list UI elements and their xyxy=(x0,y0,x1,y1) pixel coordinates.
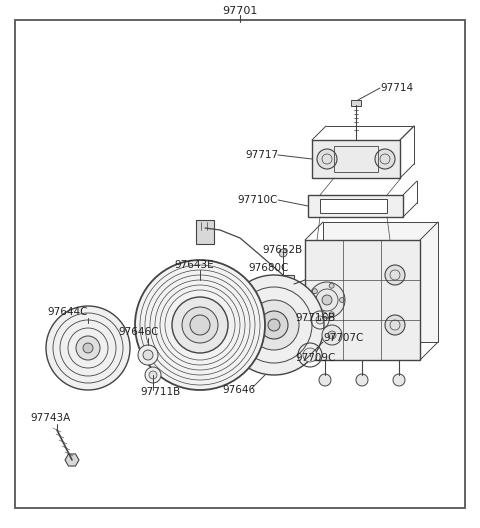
Circle shape xyxy=(385,265,405,285)
Circle shape xyxy=(224,275,324,375)
Circle shape xyxy=(309,282,345,318)
Text: 97707C: 97707C xyxy=(323,333,363,343)
Polygon shape xyxy=(65,454,79,466)
Text: 97701: 97701 xyxy=(222,6,258,16)
Text: 97714: 97714 xyxy=(380,83,413,93)
Bar xyxy=(351,100,361,106)
Circle shape xyxy=(268,319,280,331)
Circle shape xyxy=(172,297,228,353)
Circle shape xyxy=(135,260,265,390)
Circle shape xyxy=(249,300,299,350)
Circle shape xyxy=(356,374,368,386)
Circle shape xyxy=(329,283,334,288)
Circle shape xyxy=(316,316,324,324)
Text: 97652B: 97652B xyxy=(262,245,302,255)
Text: 97680C: 97680C xyxy=(248,263,288,273)
Bar xyxy=(196,220,214,244)
Circle shape xyxy=(149,371,157,379)
Circle shape xyxy=(190,315,210,335)
Circle shape xyxy=(385,315,405,335)
Circle shape xyxy=(328,331,336,339)
Circle shape xyxy=(319,374,331,386)
Circle shape xyxy=(317,149,337,169)
Circle shape xyxy=(274,279,284,289)
Text: 97710C: 97710C xyxy=(238,195,278,205)
Circle shape xyxy=(260,311,288,339)
Bar xyxy=(272,275,294,293)
Circle shape xyxy=(46,306,130,390)
Circle shape xyxy=(375,149,395,169)
Bar xyxy=(323,222,438,342)
Text: 97711B: 97711B xyxy=(140,387,180,397)
Circle shape xyxy=(322,325,342,345)
Text: 97743A: 97743A xyxy=(30,413,70,423)
Text: 97709C: 97709C xyxy=(295,353,336,363)
Circle shape xyxy=(312,306,317,312)
Circle shape xyxy=(393,374,405,386)
Text: 97643E: 97643E xyxy=(174,260,214,270)
Text: 97644C: 97644C xyxy=(48,307,88,317)
Circle shape xyxy=(329,312,334,317)
Bar xyxy=(320,199,387,213)
Circle shape xyxy=(279,249,287,257)
Text: 97646: 97646 xyxy=(222,385,255,395)
Circle shape xyxy=(322,295,332,305)
Circle shape xyxy=(312,289,317,294)
Circle shape xyxy=(145,367,161,383)
Circle shape xyxy=(143,350,153,360)
Text: 97646C: 97646C xyxy=(118,327,158,337)
Circle shape xyxy=(339,297,345,303)
Circle shape xyxy=(182,307,218,343)
Text: 97717: 97717 xyxy=(245,150,278,160)
Text: 97716B: 97716B xyxy=(295,313,335,323)
Bar xyxy=(334,146,378,172)
Bar xyxy=(312,140,400,178)
Circle shape xyxy=(303,348,317,362)
Circle shape xyxy=(76,336,100,360)
Circle shape xyxy=(138,345,158,365)
Circle shape xyxy=(83,343,93,353)
Bar xyxy=(305,240,420,360)
Bar xyxy=(308,195,403,217)
